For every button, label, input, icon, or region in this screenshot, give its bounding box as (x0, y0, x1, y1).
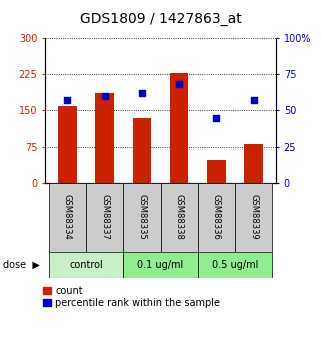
Text: GSM88335: GSM88335 (137, 195, 146, 240)
Bar (123, 252, 198, 278)
Bar (198, 252, 272, 278)
Point (177, 81, 182, 87)
Point (102, 93, 107, 99)
Point (139, 90, 144, 96)
Bar (207, 160, 226, 183)
Point (214, 115, 219, 120)
Text: GSM88339: GSM88339 (249, 195, 258, 240)
Bar (133, 118, 151, 183)
Bar (86, 183, 123, 252)
Bar (170, 73, 188, 183)
Text: 0.5 ug/ml: 0.5 ug/ml (212, 260, 258, 270)
Bar (160, 183, 198, 252)
Legend: count, percentile rank within the sample: count, percentile rank within the sample (43, 286, 220, 308)
Point (251, 98, 256, 103)
Text: dose  ▶: dose ▶ (3, 260, 40, 270)
Text: GSM88337: GSM88337 (100, 195, 109, 240)
Bar (123, 183, 160, 252)
Bar (198, 183, 235, 252)
Bar (95, 93, 114, 183)
Point (65, 98, 70, 103)
Text: GDS1809 / 1427863_at: GDS1809 / 1427863_at (80, 12, 241, 26)
Text: GSM88334: GSM88334 (63, 195, 72, 240)
Bar (244, 144, 263, 183)
Text: control: control (69, 260, 103, 270)
Text: 0.1 ug/ml: 0.1 ug/ml (137, 260, 184, 270)
Bar (49, 183, 86, 252)
Text: GSM88336: GSM88336 (212, 195, 221, 240)
Bar (49, 252, 123, 278)
Text: GSM88338: GSM88338 (175, 195, 184, 240)
Bar (58, 106, 77, 183)
Bar (235, 183, 272, 252)
